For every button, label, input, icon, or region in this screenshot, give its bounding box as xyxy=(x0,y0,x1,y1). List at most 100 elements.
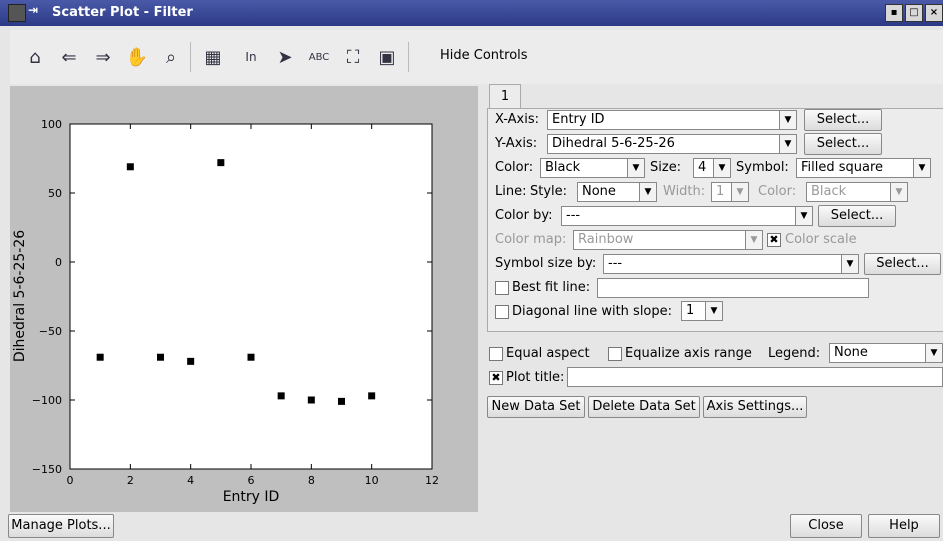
line-style-combo[interactable]: None ▼ xyxy=(577,182,657,202)
diagonal-slope-value: 1 xyxy=(686,303,695,318)
symbol-value: Filled square xyxy=(801,160,884,175)
yaxis-combo[interactable]: Dihedral 5-6-25-26 ▼ xyxy=(547,134,797,154)
y-tick-label: −100 xyxy=(32,394,62,407)
colormap-value: Rainbow xyxy=(578,232,634,247)
equal-aspect-checkbox[interactable] xyxy=(489,347,503,361)
chevron-down-icon: ▼ xyxy=(705,302,722,320)
chevron-down-icon: ▼ xyxy=(841,255,858,273)
text-icon[interactable]: In xyxy=(245,50,257,64)
manage-plots-button[interactable]: Manage Plots... xyxy=(8,514,114,538)
colorby-select-button[interactable]: Select... xyxy=(818,205,896,227)
zoom-icon[interactable]: ⌕ xyxy=(165,46,177,68)
toolbar: ⌂ ⇐ ⇒ ✋ ⌕ ▦ In ➤ ABC ⛶ ▣ Hide Controls xyxy=(10,30,943,84)
colorscale-checkbox[interactable]: ✖ xyxy=(767,233,781,247)
scatter-chart[interactable]: 100 50 0 −50 −100 −150 0 2 4 6 8 10 12 Entry ID Dih… xyxy=(10,86,478,514)
save-icon[interactable]: ▣ xyxy=(378,46,396,68)
fit-icon[interactable]: ⛶ xyxy=(346,46,360,68)
y-axis-label: Dihedral 5-6-25-26 xyxy=(12,230,28,362)
legend-value: None xyxy=(834,345,868,360)
data-point[interactable] xyxy=(277,392,285,400)
x-tick-label: 6 xyxy=(248,474,255,487)
symbolsize-select-button[interactable]: Select... xyxy=(864,253,941,275)
chevron-down-icon: ▼ xyxy=(913,159,930,177)
hide-controls-button[interactable]: Hide Controls xyxy=(440,48,528,63)
line-style-label: Style: xyxy=(530,184,568,199)
bestfit-label: Best fit line: xyxy=(512,280,591,295)
data-point[interactable] xyxy=(96,353,104,361)
plot-canvas[interactable]: 100 50 0 −50 −100 −150 0 2 4 6 8 10 12 Entry ID Dih… xyxy=(10,86,478,514)
data-point[interactable] xyxy=(157,353,164,361)
app-icon xyxy=(8,4,26,22)
size-combo[interactable]: 4 ▼ xyxy=(693,158,731,178)
close-button[interactable]: Close xyxy=(790,514,862,538)
y-tick-label: 50 xyxy=(48,187,62,200)
back-arrow-icon[interactable]: ⇐ xyxy=(61,46,77,68)
table-icon[interactable]: ▦ xyxy=(204,46,222,68)
equalize-range-checkbox[interactable] xyxy=(608,347,622,361)
y-tick-label: 100 xyxy=(41,118,62,131)
chevron-down-icon: ▼ xyxy=(713,159,730,177)
chevron-down-icon: ▼ xyxy=(779,135,796,153)
data-points xyxy=(96,159,376,405)
data-point[interactable] xyxy=(338,397,345,405)
colormap-combo[interactable]: Rainbow ▼ xyxy=(573,230,763,250)
equal-aspect-label: Equal aspect xyxy=(506,346,590,361)
delete-data-set-button[interactable]: Delete Data Set xyxy=(588,396,700,418)
data-point[interactable] xyxy=(126,163,134,171)
data-point[interactable] xyxy=(187,357,195,365)
forward-arrow-icon[interactable]: ⇒ xyxy=(95,46,111,68)
line-width-label: Width: xyxy=(663,184,706,199)
plot-title-input[interactable] xyxy=(567,367,943,387)
bestfit-input[interactable] xyxy=(597,278,869,298)
chevron-down-icon: ▼ xyxy=(627,159,644,177)
line-width-combo[interactable]: 1 ▼ xyxy=(711,182,749,202)
new-data-set-button[interactable]: New Data Set xyxy=(487,396,585,418)
y-tick-label: 0 xyxy=(55,256,62,269)
line-color-combo[interactable]: Black ▼ xyxy=(806,182,908,202)
plot-title-checkbox[interactable]: ✖ xyxy=(489,371,503,385)
symbolsize-label: Symbol size by: xyxy=(495,256,597,271)
diagonal-checkbox[interactable] xyxy=(495,305,509,319)
label-icon[interactable]: ABC xyxy=(308,51,330,63)
colorby-value: --- xyxy=(566,208,581,223)
symbol-combo[interactable]: Filled square ▼ xyxy=(796,158,931,178)
x-tick-label: 4 xyxy=(187,474,194,487)
data-point[interactable] xyxy=(307,396,315,404)
diagonal-slope-combo[interactable]: 1 ▼ xyxy=(681,301,723,321)
diagonal-label: Diagonal line with slope: xyxy=(512,304,673,319)
x-tick-label: 8 xyxy=(308,474,315,487)
line-style-value: None xyxy=(582,184,616,199)
chevron-down-icon: ▼ xyxy=(731,183,748,201)
color-label: Color: xyxy=(495,160,534,175)
color-value: Black xyxy=(545,160,581,175)
colorscale-label: Color scale xyxy=(785,232,857,247)
home-icon[interactable]: ⌂ xyxy=(29,46,41,68)
symbolsize-combo[interactable]: --- ▼ xyxy=(603,254,859,274)
minimize-button[interactable]: ▪ xyxy=(885,4,903,22)
data-point[interactable] xyxy=(217,159,225,167)
close-window-button[interactable]: × xyxy=(925,4,943,22)
data-point[interactable] xyxy=(247,353,255,361)
pin-icon[interactable]: ⇥ xyxy=(28,3,39,17)
pan-hand-icon[interactable]: ✋ xyxy=(125,46,149,68)
bestfit-checkbox[interactable] xyxy=(495,281,509,295)
axis-settings-button[interactable]: Axis Settings... xyxy=(703,396,807,418)
yaxis-select-button[interactable]: Select... xyxy=(804,133,882,155)
tab-1[interactable]: 1 xyxy=(489,84,521,109)
xaxis-select-button[interactable]: Select... xyxy=(804,109,882,131)
y-ticks: 100 50 0 −50 −100 −150 xyxy=(32,118,432,476)
data-point[interactable] xyxy=(368,392,376,400)
color-combo[interactable]: Black ▼ xyxy=(540,158,645,178)
maximize-button[interactable]: □ xyxy=(905,4,923,22)
x-tick-label: 2 xyxy=(127,474,134,487)
window-titlebar: ⇥ Scatter Plot - Filter ▪ □ × xyxy=(0,0,943,26)
footer-bar: Manage Plots... Close Help xyxy=(0,512,943,541)
plot-title-label: Plot title: xyxy=(506,370,565,385)
help-button[interactable]: Help xyxy=(868,514,940,538)
xaxis-combo[interactable]: Entry ID ▼ xyxy=(547,110,797,130)
colorby-combo[interactable]: --- ▼ xyxy=(561,206,813,226)
legend-combo[interactable]: None ▼ xyxy=(829,343,943,363)
chevron-down-icon: ▼ xyxy=(890,183,907,201)
chevron-down-icon: ▼ xyxy=(639,183,656,201)
pointer-icon[interactable]: ➤ xyxy=(277,46,293,68)
